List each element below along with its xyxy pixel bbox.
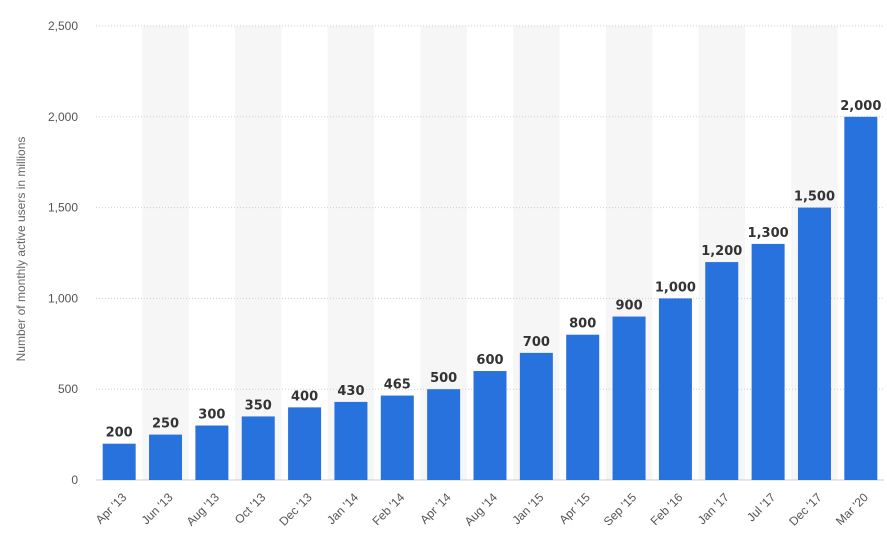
data-label: 600 (476, 353, 503, 368)
x-tick-label: Aug '14 (462, 490, 501, 529)
y-tick-label: 0 (71, 473, 78, 487)
x-tick-label: Jan '17 (695, 490, 732, 527)
bar[interactable] (427, 389, 461, 480)
bar[interactable] (288, 407, 322, 480)
x-tick-label: Apr '13 (93, 490, 130, 527)
bar[interactable] (149, 434, 183, 480)
background-band (235, 26, 282, 480)
background-band (142, 26, 189, 480)
bar[interactable] (334, 401, 368, 480)
y-tick-label: 1,500 (48, 201, 78, 215)
x-tick-label: Dec '17 (786, 490, 825, 529)
y-tick-label: 2,000 (48, 110, 78, 124)
data-label: 350 (245, 398, 272, 413)
data-label: 400 (291, 389, 318, 404)
x-tick-label: Feb '14 (369, 490, 407, 528)
data-label: 1,200 (701, 244, 742, 259)
data-label: 900 (615, 299, 642, 314)
x-tick-label: Jun '13 (139, 490, 176, 527)
data-label: 250 (152, 417, 179, 432)
data-label: 300 (198, 408, 225, 423)
bar[interactable] (241, 416, 275, 480)
data-labels: 200 250 300 350 400 430 465 500 600 700 800 900 1,00… (106, 99, 882, 441)
bar[interactable] (195, 425, 229, 480)
data-label: 500 (430, 371, 457, 386)
bar[interactable] (658, 298, 692, 480)
bars (102, 116, 878, 481)
bar[interactable] (102, 443, 136, 480)
bar[interactable] (797, 207, 831, 480)
bar[interactable] (844, 116, 878, 481)
data-label: 430 (337, 384, 364, 399)
x-tick-label: Jul '17 (744, 490, 778, 524)
y-tick-label: 1,000 (48, 291, 78, 305)
y-tick-label: 500 (58, 382, 78, 396)
data-label: 800 (569, 317, 596, 332)
data-label: 200 (106, 426, 133, 441)
x-tick-label: Apr '15 (556, 490, 593, 527)
data-label: 700 (523, 335, 550, 350)
x-axis-ticks: Apr '13 Jun '13 Aug '13 Oct '13 Dec '13 Jan '… (93, 490, 871, 529)
bar[interactable] (380, 395, 414, 480)
bar[interactable] (612, 316, 646, 480)
x-tick-label: Dec '13 (276, 490, 315, 529)
x-tick-label: Mar '20 (833, 490, 871, 528)
y-axis-ticks: 0 500 1,000 1,500 2,000 2,500 (48, 19, 78, 487)
x-tick-label: Jan '14 (324, 490, 361, 527)
data-label: 1,300 (748, 226, 789, 241)
x-tick-label: Sep '15 (601, 490, 640, 529)
x-tick-label: Oct '13 (232, 490, 269, 527)
y-tick-label: 2,500 (48, 19, 78, 33)
x-tick-label: Apr '14 (417, 490, 454, 527)
y-axis-title: Number of monthly active users in millio… (14, 137, 28, 362)
bar[interactable] (566, 334, 600, 480)
bar[interactable] (751, 243, 785, 480)
x-tick-label: Jan '15 (509, 490, 546, 527)
data-label: 1,000 (655, 280, 696, 295)
data-label: 465 (384, 378, 411, 393)
bar[interactable] (473, 371, 507, 480)
data-label: 2,000 (840, 99, 881, 114)
bar[interactable] (705, 262, 739, 480)
data-label: 1,500 (794, 190, 835, 205)
x-tick-label: Feb '16 (648, 490, 686, 528)
x-tick-label: Aug '13 (184, 490, 223, 529)
bar[interactable] (519, 352, 553, 480)
